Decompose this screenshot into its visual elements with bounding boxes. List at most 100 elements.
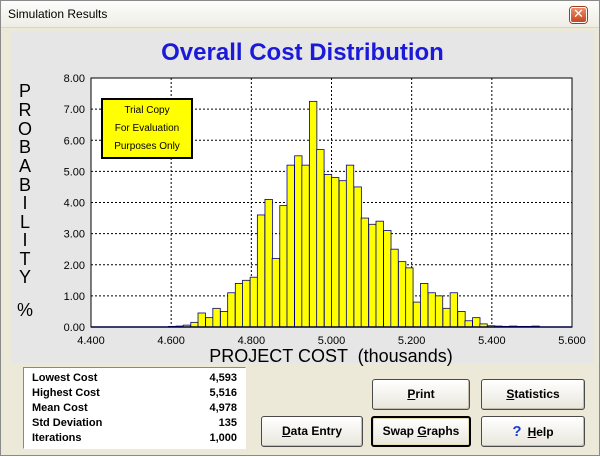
x-tick-label: 5.000 (318, 335, 346, 347)
swap-graphs-button[interactable]: Swap Graphs (371, 416, 471, 447)
x-tick-label: 5.600 (558, 335, 586, 347)
x-tick-label: 5.200 (398, 335, 426, 347)
histogram-bar (390, 248, 399, 328)
stat-label: Highest Cost (32, 387, 100, 399)
y-axis-label-letter: B (18, 175, 31, 195)
stat-row-iterations: Iterations 1,000 (32, 432, 237, 447)
y-axis-label-letter: O (17, 119, 32, 139)
stat-value: 5,516 (209, 387, 237, 399)
y-axis-label-letter: % (16, 300, 33, 320)
y-tick-label: 5.00 (64, 166, 85, 178)
histogram-bar (301, 164, 310, 328)
y-tick-label: 2.00 (64, 260, 85, 272)
histogram-bar (323, 174, 333, 328)
print-button-post: rint (415, 387, 435, 401)
statistics-button-accel: S (506, 387, 515, 401)
y-axis-label-letter: Y (18, 267, 31, 287)
y-axis-label-letter: B (18, 137, 31, 157)
stat-row-lowest: Lowest Cost 4,593 (32, 372, 237, 387)
help-button[interactable]: ? Help (481, 416, 585, 447)
statistics-button[interactable]: Statistics (481, 379, 585, 410)
x-tick-label: 4.600 (157, 335, 185, 347)
x-tick-label: 4.800 (238, 335, 266, 347)
stat-value: 4,593 (209, 372, 237, 384)
swap-graphs-button-pre: Swap (382, 424, 418, 438)
histogram-bar (197, 312, 206, 328)
y-tick-label: 4.00 (64, 198, 85, 210)
data-entry-button-accel: D (281, 424, 291, 438)
stat-label: Mean Cost (32, 402, 88, 414)
y-axis-label: P R O B A B I L I T Y% (15, 81, 35, 321)
stat-label: Iterations (32, 432, 82, 444)
swap-graphs-button-accel: G (417, 424, 427, 438)
y-tick-label: 1.00 (64, 291, 85, 303)
histogram-bar (368, 223, 377, 328)
swap-graphs-button-post: raphs (426, 424, 460, 438)
histogram-bar (375, 220, 384, 328)
chart-title: Overall Cost Distribution (161, 39, 444, 66)
y-tick-label: 0.00 (64, 322, 85, 334)
x-tick-label: 4.400 (77, 335, 105, 347)
y-axis-label-letter: I (22, 230, 28, 250)
histogram-bar (271, 258, 280, 328)
histogram-bar (412, 301, 422, 328)
histogram-bar (398, 261, 407, 328)
title-bar[interactable]: Simulation Results ✕ (1, 1, 599, 28)
histogram-bar (294, 155, 303, 328)
histogram-bar (383, 230, 392, 328)
window-title: Simulation Results (8, 7, 108, 21)
stat-label: Std Deviation (32, 417, 103, 429)
histogram-bar (212, 307, 221, 328)
y-axis-label-letter: I (22, 193, 28, 213)
stat-value: 135 (218, 417, 237, 429)
histogram-bar (309, 100, 318, 328)
x-axis-label: PROJECT COST (thousands) (209, 346, 453, 366)
histogram-bar (353, 186, 362, 328)
histogram-bar (234, 283, 244, 328)
histogram-bar (316, 149, 325, 328)
y-tick-label: 6.00 (64, 135, 85, 147)
histogram-bar (345, 164, 355, 328)
stat-row-std-deviation: Std Deviation 135 (32, 417, 237, 432)
histogram-bar (256, 214, 266, 328)
histogram-bar (405, 267, 414, 328)
close-button[interactable]: ✕ (570, 7, 587, 23)
histogram-bar (227, 292, 236, 328)
histogram-bar (442, 307, 451, 328)
print-button[interactable]: Print (372, 379, 470, 410)
y-tick-label: 8.00 (64, 73, 85, 85)
histogram-bar (360, 217, 369, 328)
stat-label: Lowest Cost (32, 372, 98, 384)
trial-line-3: Purposes Only (114, 141, 180, 152)
histogram-bar (338, 180, 347, 328)
stat-row-highest: Highest Cost 5,516 (32, 387, 237, 402)
y-axis-label-letter: L (19, 212, 30, 232)
trial-copy-notice: Trial Copy For Evaluation Purposes Only (101, 98, 193, 159)
histogram-bar (242, 279, 251, 328)
x-axis-label-wrap: PROJECT COST (thousands) (11, 346, 600, 367)
histogram-bar (420, 283, 429, 328)
histogram-bar (264, 198, 273, 328)
help-question-icon: ? (512, 423, 522, 440)
plot-frame (90, 77, 573, 328)
histogram-bar (472, 317, 481, 328)
histogram-bar (220, 311, 229, 328)
data-entry-button[interactable]: Data Entry (261, 416, 363, 447)
histogram-bar (457, 311, 466, 328)
histogram-bar (205, 317, 214, 328)
histogram-bar (331, 177, 340, 328)
statistics-panel: Lowest Cost 4,593 Highest Cost 5,516 Mea… (23, 367, 246, 449)
help-button-post: elp (536, 425, 554, 439)
statistics-button-post: tatistics (514, 387, 560, 401)
histogram-bar (434, 295, 444, 328)
data-entry-button-post: ata Entry (290, 424, 343, 438)
histogram-bar (449, 292, 458, 328)
y-axis-label-letter: T (19, 249, 31, 269)
y-axis-label-letter: R (18, 100, 32, 120)
y-axis-label-letter: A (18, 156, 31, 176)
trial-line-1: Trial Copy (124, 105, 170, 116)
x-tick-label: 5.400 (478, 335, 506, 347)
y-tick-label: 7.00 (64, 104, 85, 116)
stat-value: 1,000 (209, 432, 237, 444)
